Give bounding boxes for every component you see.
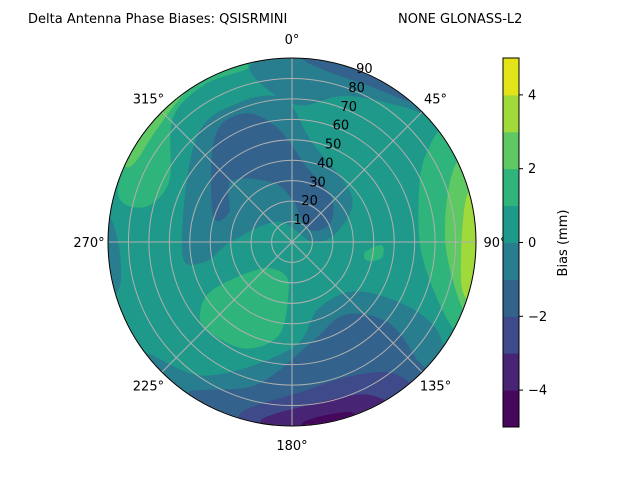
colorbar-band bbox=[503, 168, 519, 207]
colorbar-band bbox=[503, 58, 519, 96]
angular-gridline bbox=[161, 241, 293, 373]
contour-region bbox=[210, 113, 334, 231]
colorbar-band bbox=[503, 316, 519, 354]
colorbar-tick-label: −4 bbox=[528, 384, 547, 399]
radial-tick-label: 80 bbox=[348, 81, 365, 96]
radial-tick-label: 20 bbox=[301, 194, 318, 209]
polar-grid bbox=[108, 58, 476, 426]
contour-region bbox=[249, 58, 434, 120]
angular-tick-label: 0° bbox=[285, 33, 300, 48]
angular-tick-label: 225° bbox=[133, 380, 164, 395]
angular-gridline bbox=[291, 241, 423, 373]
radial-tick-label: 40 bbox=[317, 156, 334, 171]
radial-tick-label: 70 bbox=[340, 100, 357, 115]
polar-plot-area bbox=[108, 58, 476, 426]
angular-tick-label: 90° bbox=[483, 236, 506, 251]
angular-tick-label: 315° bbox=[133, 92, 164, 107]
angular-gridline bbox=[161, 111, 293, 243]
colorbar-band bbox=[503, 242, 519, 280]
contour-region bbox=[125, 59, 224, 168]
radial-tick-label: 10 bbox=[294, 213, 311, 228]
angular-tick-label: 180° bbox=[276, 439, 307, 454]
angular-tick-label: 270° bbox=[73, 236, 104, 251]
contour-region bbox=[299, 58, 411, 102]
angular-tick-label: 45° bbox=[424, 92, 447, 107]
radial-tick-labels: 10 20 30 40 50 60 70 80 90 bbox=[294, 62, 373, 228]
contour-region bbox=[108, 215, 122, 295]
colorbar-band bbox=[503, 131, 519, 170]
colorbar-band bbox=[503, 94, 519, 133]
radial-tick-label: 30 bbox=[309, 175, 326, 190]
colorbar-band bbox=[503, 390, 519, 428]
angular-gridline bbox=[291, 111, 423, 243]
contour-region bbox=[117, 58, 249, 208]
contour-region bbox=[460, 186, 476, 305]
angular-tick-labels: 0° 45° 90° 135° 180° 225° 270° 315° bbox=[73, 33, 506, 454]
radial-tick-label: 60 bbox=[333, 119, 350, 134]
colorbar-band bbox=[503, 353, 519, 391]
colorbar-label: Bias (mm) bbox=[556, 210, 571, 277]
colorbar: −4 −2 0 2 4 bbox=[502, 57, 547, 428]
colorbar-band bbox=[503, 279, 519, 317]
chart-title-left: Delta Antenna Phase Biases: QSISRMINI bbox=[28, 12, 287, 27]
colorbar-tick-label: −2 bbox=[528, 310, 547, 325]
angular-tick-label: 135° bbox=[420, 380, 451, 395]
colorbar-tick-label: 0 bbox=[528, 236, 536, 251]
radial-tick-label: 90 bbox=[356, 62, 373, 77]
colorbar-band bbox=[503, 205, 519, 243]
colorbar-tick-label: 2 bbox=[528, 162, 536, 177]
polar-frame bbox=[107, 57, 477, 427]
radial-tick-label: 50 bbox=[325, 138, 342, 153]
chart-title-right: NONE GLONASS-L2 bbox=[398, 12, 522, 27]
colorbar-tick-label: 4 bbox=[528, 88, 536, 103]
contour-region bbox=[363, 244, 384, 262]
